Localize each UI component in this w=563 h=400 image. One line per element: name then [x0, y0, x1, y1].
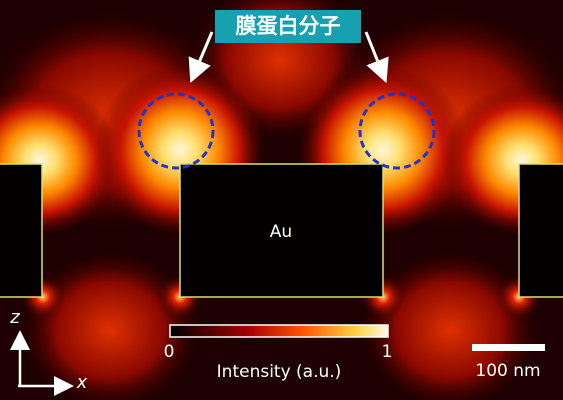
molecule-label: 膜蛋白分子	[236, 14, 341, 38]
z-axis-label: z	[9, 307, 20, 328]
colorbar-max: 1	[382, 342, 393, 362]
colorbar-min: 0	[164, 342, 175, 362]
x-axis-label: x	[76, 372, 88, 393]
colorbar-title: Intensity (a.u.)	[217, 362, 342, 382]
molecule-circle	[137, 92, 215, 170]
label-box	[215, 10, 361, 43]
arrow	[188, 31, 214, 84]
colorbar	[169, 324, 389, 338]
gold-blocks	[0, 163, 563, 298]
scale-bar-label: 100 nm	[475, 361, 540, 381]
material-label: Au	[270, 222, 292, 242]
arrow	[364, 31, 389, 84]
molecule-circle	[358, 92, 436, 170]
scale-bar	[472, 344, 545, 351]
